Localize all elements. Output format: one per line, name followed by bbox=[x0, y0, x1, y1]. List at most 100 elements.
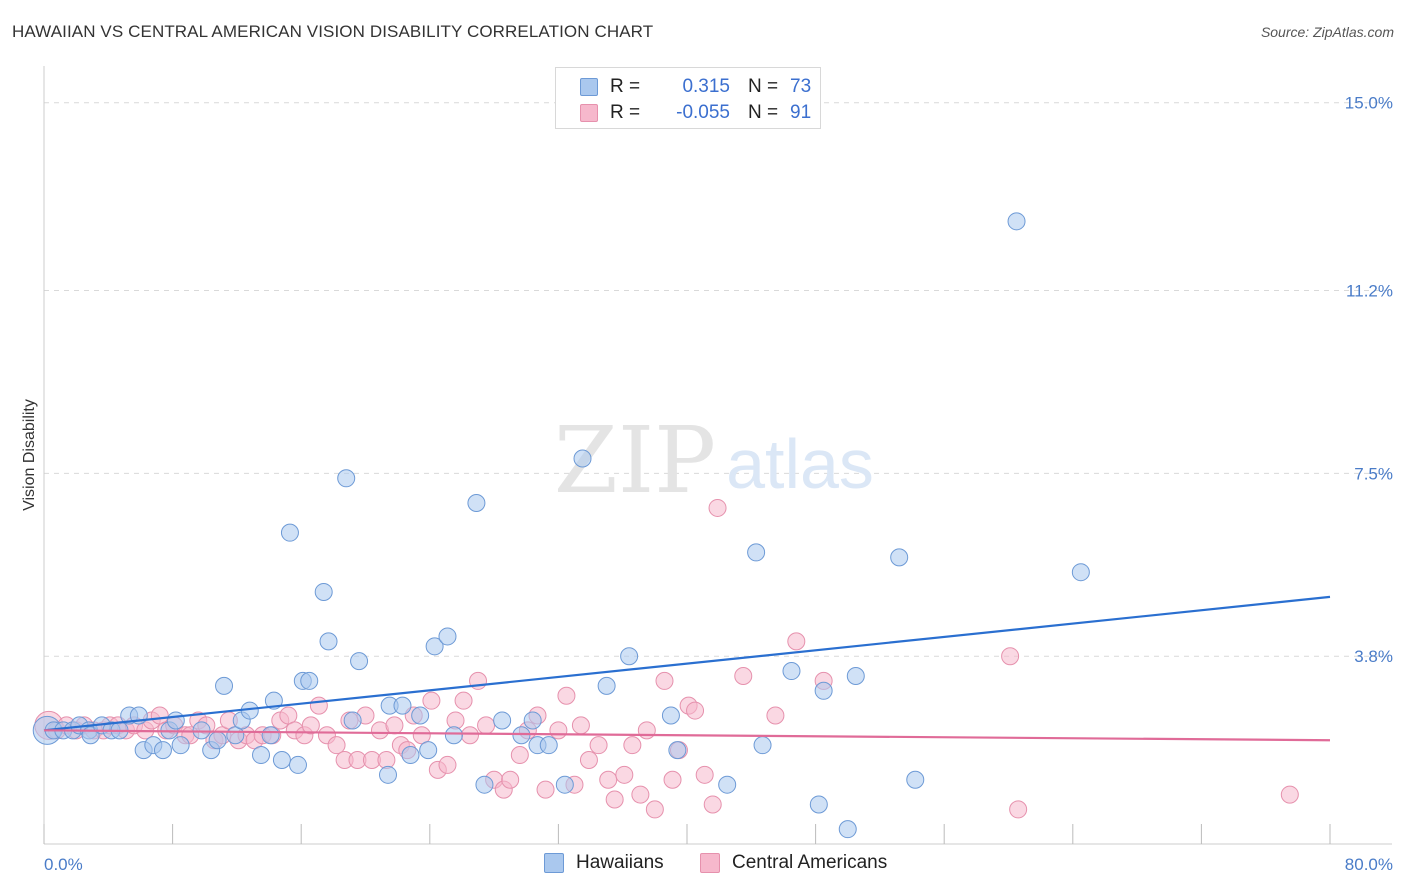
central-americans-point-51 bbox=[446, 711, 465, 730]
y-tick-label-2: 11.2% bbox=[1346, 282, 1393, 301]
hawaiians-point-70 bbox=[1007, 212, 1026, 231]
hawaiians-point-57 bbox=[620, 647, 639, 666]
hawaiians-point-58 bbox=[661, 706, 680, 725]
hawaiians-point-47 bbox=[467, 494, 486, 513]
legend-item-hawaiians[interactable]: Hawaiians bbox=[544, 852, 664, 874]
hawaiians-point-14 bbox=[153, 741, 172, 760]
central-americans-point-32 bbox=[301, 716, 320, 735]
grid-lines bbox=[44, 102, 1392, 657]
central-americans-point-53 bbox=[460, 726, 479, 745]
hawaiians-point-56 bbox=[597, 676, 616, 695]
central-americans-point-68 bbox=[589, 736, 608, 755]
r-value: 0.315 bbox=[682, 76, 730, 97]
hawaiians-point-41 bbox=[401, 746, 420, 765]
central-americans-point-88 bbox=[1001, 647, 1020, 666]
legend-label-central-americans: Central Americans bbox=[732, 852, 888, 873]
hawaiians-point-42 bbox=[411, 706, 430, 725]
hawaiians-point-63 bbox=[782, 662, 801, 681]
hawaiians-point-71 bbox=[1071, 563, 1090, 582]
central-americans-point-67 bbox=[579, 750, 598, 769]
hawaiians-point-33 bbox=[314, 582, 333, 601]
hawaiians-point-36 bbox=[343, 711, 362, 730]
central-americans-point-86 bbox=[787, 632, 806, 651]
central-americans-point-33 bbox=[309, 696, 328, 715]
hawaiians-point-40 bbox=[393, 696, 412, 715]
central-americans-point-55 bbox=[477, 716, 496, 735]
chart-source: Source: ZipAtlas.com bbox=[1260, 24, 1394, 40]
y-tick-label-0: 3.8% bbox=[1354, 647, 1393, 666]
stats-legend: R = 0.315 N = 73 R = -0.055 N = 91 bbox=[555, 67, 821, 129]
central-americans-point-75 bbox=[645, 800, 664, 819]
hawaiians-point-30 bbox=[288, 755, 307, 774]
central-americans-point-35 bbox=[327, 736, 346, 755]
central-americans-point-72 bbox=[623, 736, 642, 755]
central-americans-swatch-icon bbox=[700, 853, 720, 873]
r-value: -0.055 bbox=[676, 102, 730, 123]
central-americans-point-43 bbox=[385, 716, 404, 735]
hawaiians-point-34 bbox=[319, 632, 338, 651]
hawaiians-point-59 bbox=[668, 741, 687, 760]
hawaiians-point-28 bbox=[272, 750, 291, 769]
hawaiians-point-37 bbox=[350, 652, 369, 671]
hawaiians-point-55 bbox=[573, 449, 592, 468]
hawaiians-point-26 bbox=[261, 726, 280, 745]
central-americans-trend-line bbox=[43, 729, 1331, 742]
central-americans-point-48 bbox=[422, 691, 441, 710]
hawaiians-point-62 bbox=[753, 736, 772, 755]
central-americans-point-71 bbox=[615, 765, 634, 784]
hawaiians-point-27 bbox=[264, 691, 283, 710]
y-tick-labels: 3.8% 7.5% 11.2% 15.0% bbox=[1345, 94, 1393, 666]
hawaiians-point-53 bbox=[539, 736, 558, 755]
central-americans-swatch-icon bbox=[580, 104, 598, 122]
hawaiians-point-61 bbox=[747, 543, 766, 562]
central-americans-point-66 bbox=[571, 716, 590, 735]
central-americans-point-47 bbox=[412, 726, 431, 745]
chart-title: HAWAIIAN VS CENTRAL AMERICAN VISION DISA… bbox=[12, 22, 654, 41]
legend-row-hawaiians: R = 0.315 N = 73 bbox=[580, 74, 811, 100]
central-americans-point-29 bbox=[279, 706, 298, 725]
central-americans-points bbox=[34, 498, 1299, 819]
hawaiians-point-64 bbox=[809, 795, 828, 814]
hawaiians-point-38 bbox=[379, 765, 398, 784]
central-americans-point-77 bbox=[663, 770, 682, 789]
central-americans-point-62 bbox=[536, 780, 555, 799]
hawaiians-point-25 bbox=[252, 746, 271, 765]
legend-item-central-americans[interactable]: Central Americans bbox=[700, 852, 887, 874]
n-value: 73 bbox=[790, 76, 812, 97]
hawaiians-point-45 bbox=[438, 627, 457, 646]
hawaiians-point-32 bbox=[300, 671, 319, 690]
hawaiians-point-20 bbox=[208, 731, 227, 750]
hawaiians-point-21 bbox=[215, 676, 234, 695]
hawaiians-point-69 bbox=[906, 770, 925, 789]
central-americans-point-90 bbox=[1280, 785, 1299, 804]
central-americans-point-84 bbox=[734, 666, 753, 685]
hawaiians-swatch-icon bbox=[544, 853, 564, 873]
hawaiians-point-16 bbox=[166, 711, 185, 730]
r-label: R = bbox=[610, 102, 641, 123]
trend-lines bbox=[43, 595, 1331, 742]
y-tick-label-3: 15.0% bbox=[1345, 94, 1393, 113]
hawaiians-point-17 bbox=[171, 736, 190, 755]
hawaiians-point-49 bbox=[493, 711, 512, 730]
hawaiians-point-51 bbox=[523, 711, 542, 730]
central-americans-point-69 bbox=[599, 770, 618, 789]
central-americans-point-74 bbox=[637, 721, 656, 740]
central-americans-point-89 bbox=[1009, 800, 1028, 819]
hawaiians-point-18 bbox=[192, 721, 211, 740]
central-americans-point-83 bbox=[708, 498, 727, 517]
hawaiians-point-66 bbox=[838, 820, 857, 839]
hawaiians-point-29 bbox=[280, 523, 299, 542]
central-americans-point-63 bbox=[549, 721, 568, 740]
hawaiians-point-65 bbox=[814, 681, 833, 700]
x-tick-label-right: 80.0% bbox=[1345, 855, 1393, 874]
central-americans-point-64 bbox=[557, 686, 576, 705]
central-americans-point-50 bbox=[438, 755, 457, 774]
series-legend: Hawaiians Central Americans bbox=[0, 852, 1406, 878]
central-americans-point-73 bbox=[631, 785, 650, 804]
y-tick-label-1: 7.5% bbox=[1354, 464, 1393, 483]
legend-label-hawaiians: Hawaiians bbox=[576, 852, 664, 873]
y-axis-label: Vision Disability bbox=[21, 399, 38, 511]
n-value: 91 bbox=[790, 102, 812, 123]
central-americans-point-59 bbox=[510, 746, 529, 765]
